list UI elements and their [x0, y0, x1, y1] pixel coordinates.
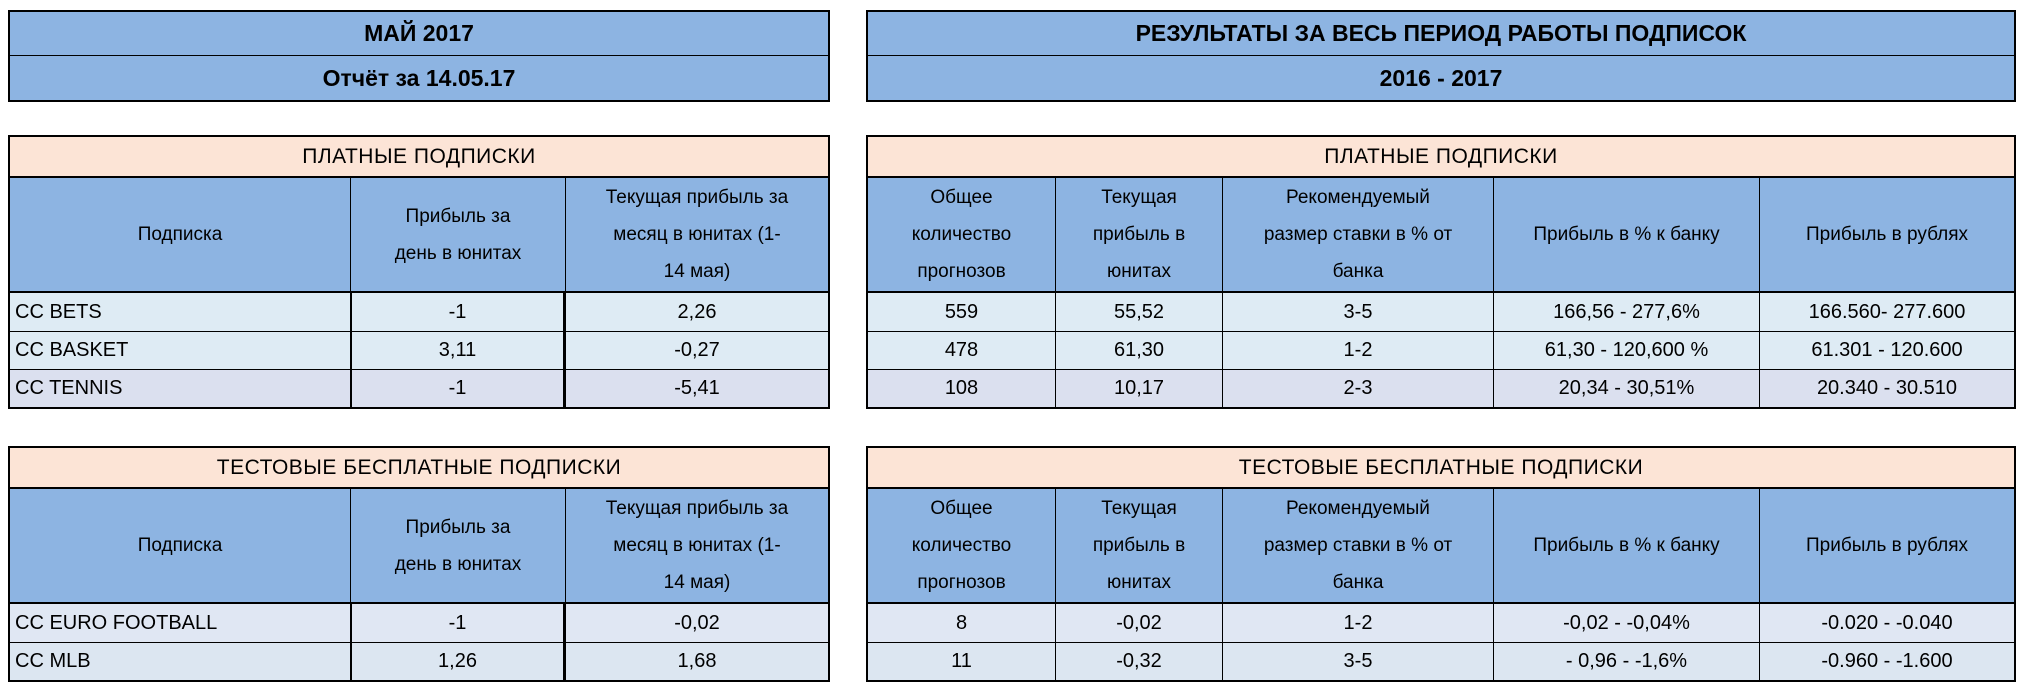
- table-title: ТЕСТОВЫЕ БЕСПЛАТНЫЕ ПОДПИСКИ: [868, 448, 2014, 489]
- report-month-label: МАЙ 2017: [10, 12, 828, 56]
- daily-profit-cell: 1,26: [350, 643, 565, 680]
- month-profit-cell: -0,02: [565, 604, 828, 642]
- table-row: CC MLB 1,26 1,68: [10, 642, 828, 680]
- column-header-subscription: Подписка: [137, 535, 223, 556]
- overall-results-header: РЕЗУЛЬТАТЫ ЗА ВЕСЬ ПЕРИОД РАБОТЫ ПОДПИСО…: [866, 10, 2016, 102]
- overall-results-title: РЕЗУЛЬТАТЫ ЗА ВЕСЬ ПЕРИОД РАБОТЫ ПОДПИСО…: [868, 12, 2014, 56]
- recommended-stake-cell: 2-3: [1222, 370, 1493, 407]
- report-date-label: Отчёт за 14.05.17: [322, 64, 516, 91]
- daily-profit-cell: -1: [350, 293, 565, 331]
- total-predictions-cell: 108: [944, 377, 979, 399]
- month-profit-cell: -0,27: [565, 332, 828, 369]
- paid-subscriptions-overall-table: ПЛАТНЫЕ ПОДПИСКИ Общее количество прогно…: [866, 135, 2016, 409]
- subscription-name-cell: CC EURO FOOTBALL: [15, 611, 218, 634]
- column-header-daily-profit-units: Прибыль за день в юнитах: [350, 489, 565, 602]
- profit-percent-bank-cell: 61,30 - 120,600 %: [1493, 332, 1759, 369]
- total-predictions-cell: 559: [944, 300, 979, 323]
- subscription-name-cell: CC TENNIS: [15, 377, 123, 399]
- recommended-stake-cell: 3-5: [1222, 643, 1493, 680]
- column-header-month-profit-units: Текущая прибыль за месяц в юнитах (1- 14…: [565, 178, 828, 291]
- column-header-current-profit-units: Текущая прибыль в юнитах: [1055, 489, 1222, 602]
- paid-subscriptions-daily-table: ПЛАТНЫЕ ПОДПИСКИ Подписка Прибыль за ден…: [8, 135, 830, 409]
- profit-rubles-cell: 166.560- 277.600: [1759, 293, 2014, 331]
- current-profit-units-cell: 55,52: [1055, 293, 1222, 331]
- table-row: 559 55,52 3-5 166,56 - 277,6% 166.560- 2…: [868, 293, 2014, 331]
- month-profit-cell: 1,68: [565, 643, 828, 680]
- column-header-total-predictions: Общее количество прогнозов: [911, 498, 1012, 593]
- column-header-recommended-stake: Рекомендуемый размер ставки в % от банка: [1222, 178, 1493, 291]
- column-header-profit-rubles: Прибыль в рублях: [1759, 489, 2014, 602]
- profit-rubles-cell: -0.960 - -1.600: [1759, 643, 2014, 680]
- current-profit-units-cell: -0,02: [1055, 604, 1222, 642]
- column-header-profit-rubles: Прибыль в рублях: [1759, 178, 2014, 291]
- table-row: 8 -0,02 1-2 -0,02 - -0,04% -0.020 - -0.0…: [868, 604, 2014, 642]
- column-header-current-profit-units: Текущая прибыль в юнитах: [1055, 178, 1222, 291]
- daily-profit-cell: -1: [350, 370, 565, 407]
- subscription-name-cell: CC BASKET: [15, 339, 129, 361]
- overall-results-years: 2016 - 2017: [1379, 64, 1503, 91]
- daily-profit-cell: -1: [350, 604, 565, 642]
- table-row: CC BASKET 3,11 -0,27: [10, 331, 828, 369]
- table-row: 11 -0,32 3-5 - 0,96 - -1,6% -0.960 - -1.…: [868, 642, 2014, 680]
- column-header-subscription: Подписка: [137, 224, 223, 245]
- profit-percent-bank-cell: - 0,96 - -1,6%: [1493, 643, 1759, 680]
- month-profit-cell: -5,41: [565, 370, 828, 407]
- table-header-row: Подписка Прибыль за день в юнитах Текуща…: [10, 489, 828, 604]
- test-free-subscriptions-overall-table: ТЕСТОВЫЕ БЕСПЛАТНЫЕ ПОДПИСКИ Общее колич…: [866, 446, 2016, 682]
- current-profit-units-cell: 61,30: [1055, 332, 1222, 369]
- table-header-row: Подписка Прибыль за день в юнитах Текуща…: [10, 178, 828, 293]
- table-row: 478 61,30 1-2 61,30 - 120,600 % 61.301 -…: [868, 331, 2014, 369]
- profit-rubles-cell: 20.340 - 30.510: [1759, 370, 2014, 407]
- table-header-row: Общее количество прогнозов Текущая прибы…: [868, 178, 2014, 293]
- test-free-subscriptions-daily-table: ТЕСТОВЫЕ БЕСПЛАТНЫЕ ПОДПИСКИ Подписка Пр…: [8, 446, 830, 682]
- table-title: ПЛАТНЫЕ ПОДПИСКИ: [10, 137, 828, 178]
- table-row: CC TENNIS -1 -5,41: [10, 369, 828, 407]
- profit-rubles-cell: -0.020 - -0.040: [1759, 604, 2014, 642]
- table-row: CC BETS -1 2,26: [10, 293, 828, 331]
- table-title: ТЕСТОВЫЕ БЕСПЛАТНЫЕ ПОДПИСКИ: [10, 448, 828, 489]
- profit-percent-bank-cell: 20,34 - 30,51%: [1493, 370, 1759, 407]
- recommended-stake-cell: 1-2: [1222, 332, 1493, 369]
- daily-profit-cell: 3,11: [350, 332, 565, 369]
- total-predictions-cell: 11: [951, 650, 972, 672]
- table-title: ПЛАТНЫЕ ПОДПИСКИ: [868, 137, 2014, 178]
- profit-percent-bank-cell: -0,02 - -0,04%: [1493, 604, 1759, 642]
- current-profit-units-cell: -0,32: [1055, 643, 1222, 680]
- column-header-daily-profit-units: Прибыль за день в юнитах: [350, 178, 565, 291]
- column-header-profit-percent-bank: Прибыль в % к банку: [1493, 489, 1759, 602]
- profit-percent-bank-cell: 166,56 - 277,6%: [1493, 293, 1759, 331]
- table-row: CC EURO FOOTBALL -1 -0,02: [10, 604, 828, 642]
- total-predictions-cell: 8: [955, 611, 968, 634]
- current-profit-units-cell: 10,17: [1055, 370, 1222, 407]
- subscription-name-cell: CC BETS: [15, 300, 102, 323]
- subscription-name-cell: CC MLB: [15, 650, 91, 672]
- month-report-header: МАЙ 2017 Отчёт за 14.05.17: [8, 10, 830, 102]
- column-header-profit-percent-bank: Прибыль в % к банку: [1493, 178, 1759, 291]
- total-predictions-cell: 478: [944, 339, 979, 361]
- month-profit-cell: 2,26: [565, 293, 828, 331]
- column-header-recommended-stake: Рекомендуемый размер ставки в % от банка: [1222, 489, 1493, 602]
- recommended-stake-cell: 3-5: [1222, 293, 1493, 331]
- column-header-total-predictions: Общее количество прогнозов: [911, 187, 1012, 282]
- column-header-month-profit-units: Текущая прибыль за месяц в юнитах (1- 14…: [565, 489, 828, 602]
- table-row: 108 10,17 2-3 20,34 - 30,51% 20.340 - 30…: [868, 369, 2014, 407]
- recommended-stake-cell: 1-2: [1222, 604, 1493, 642]
- table-header-row: Общее количество прогнозов Текущая прибы…: [868, 489, 2014, 604]
- profit-rubles-cell: 61.301 - 120.600: [1759, 332, 2014, 369]
